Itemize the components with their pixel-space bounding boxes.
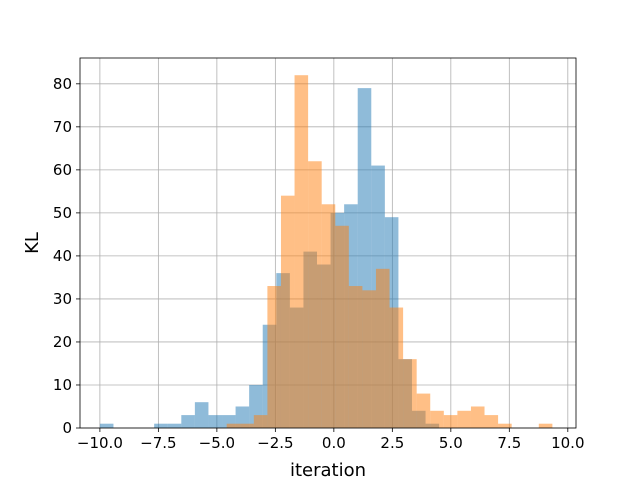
- histogram-bar: [443, 415, 458, 428]
- histogram-bar: [457, 410, 471, 428]
- histogram-bar: [235, 406, 250, 428]
- histogram-bar: [484, 415, 499, 428]
- x-tick-label: −5.0: [199, 434, 235, 452]
- y-tick-label: 20: [53, 333, 72, 351]
- histogram-bar: [208, 415, 223, 428]
- histogram-bar: [181, 415, 195, 428]
- histogram-bar: [267, 286, 281, 428]
- histogram-bar: [538, 423, 553, 428]
- axes-frame: [79, 57, 577, 429]
- x-tick-label: 2.5: [380, 434, 404, 452]
- y-tick-label: 40: [53, 247, 72, 265]
- histogram-bar: [154, 423, 168, 428]
- x-tick-label: −7.5: [140, 434, 176, 452]
- y-tick-label: 60: [53, 161, 72, 179]
- histogram-bar: [308, 161, 322, 429]
- x-tick-label: 0.0: [322, 434, 346, 452]
- histogram-bar: [294, 75, 309, 429]
- histogram-bar: [194, 402, 209, 428]
- y-tick-label: 50: [53, 204, 72, 222]
- x-axis-label: iteration: [290, 460, 366, 480]
- histogram-bar: [226, 423, 241, 428]
- y-axis-ticks: 0 10 20 30 40 50 60 70 80: [53, 75, 80, 437]
- x-tick-label: 5.0: [439, 434, 463, 452]
- histogram-bar: [362, 290, 376, 428]
- histogram-bar: [389, 307, 404, 428]
- histogram-bar: [240, 423, 254, 428]
- histogram-bars: [99, 75, 553, 429]
- histogram-bar: [375, 268, 390, 428]
- x-tick-label: −2.5: [257, 434, 293, 452]
- histogram-bar: [416, 393, 431, 428]
- histogram-bar: [348, 286, 363, 428]
- x-axis-ticks: −10.0 −7.5 −5.0 −2.5 0.0 2.5 5.0 7.5 10.0: [77, 428, 585, 452]
- histogram-bar: [430, 410, 444, 428]
- histogram-bar: [167, 423, 182, 428]
- y-tick-label: 0: [62, 419, 72, 437]
- y-tick-label: 30: [53, 290, 72, 308]
- x-tick-label: −10.0: [77, 434, 123, 452]
- histogram-bar: [280, 195, 295, 428]
- histogram-bar: [99, 423, 114, 428]
- y-tick-label: 10: [53, 376, 72, 394]
- histogram-bar: [498, 423, 512, 428]
- histogram-bar: [335, 225, 349, 428]
- histogram-bar: [321, 204, 336, 428]
- y-tick-label: 70: [53, 118, 72, 136]
- y-tick-label: 80: [53, 75, 72, 93]
- histogram-bar: [403, 359, 417, 428]
- x-tick-label: 7.5: [497, 434, 521, 452]
- histogram-bar: [253, 415, 268, 428]
- x-tick-label: 10.0: [551, 434, 584, 452]
- y-axis-label: KL: [22, 232, 43, 254]
- series-2-bars: [226, 75, 553, 429]
- histogram-bar: [470, 406, 485, 428]
